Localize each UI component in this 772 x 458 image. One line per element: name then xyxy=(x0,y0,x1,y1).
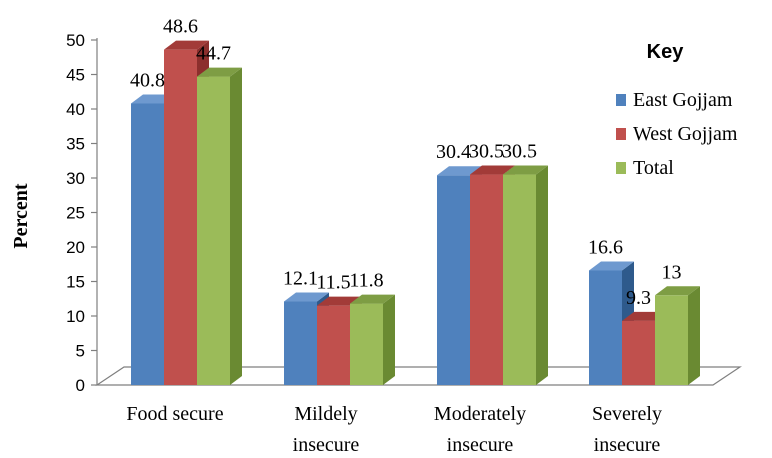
y-tick-label: 45 xyxy=(66,66,85,85)
y-tick-label: 0 xyxy=(76,376,85,395)
y-tick-label: 25 xyxy=(66,204,85,223)
y-tick-label: 5 xyxy=(76,342,85,361)
bar-side xyxy=(230,67,242,385)
bar-top xyxy=(437,166,482,176)
legend-item: West Gojjam xyxy=(616,123,738,145)
x-category-label: Severely insecure xyxy=(592,403,662,456)
y-tick-label: 30 xyxy=(66,169,85,188)
x-axis-categories: Food secure Mildely insecure Moderately inse… xyxy=(126,403,662,456)
data-label: 44.7 xyxy=(196,43,231,65)
bar-top xyxy=(350,294,395,304)
bar-top xyxy=(284,292,329,302)
bar-top xyxy=(164,40,209,50)
x-category-label: Food secure xyxy=(126,403,223,425)
bar xyxy=(197,67,242,385)
x-category-label: Mildely insecure xyxy=(293,403,360,456)
y-tick-label: 20 xyxy=(66,238,85,257)
bar-front xyxy=(503,174,536,385)
data-label: 13 xyxy=(662,261,682,283)
legend-label: West Gojjam xyxy=(633,123,738,145)
bar-top xyxy=(470,165,515,175)
bar-top xyxy=(589,261,634,271)
bar-front xyxy=(164,49,197,385)
y-axis-label: Percent xyxy=(10,183,32,248)
legend-swatch xyxy=(616,128,626,140)
legend: Key East Gojjam West Gojjam Total xyxy=(616,41,738,179)
y-axis: 0 5 10 15 20 25 30 35 40 45 50 xyxy=(66,31,98,395)
bar-front xyxy=(197,76,230,385)
bar-side xyxy=(383,294,395,385)
bar xyxy=(655,286,700,385)
bar-side xyxy=(688,286,700,385)
bar xyxy=(350,294,395,385)
data-label: 30.5 xyxy=(502,141,537,163)
data-label: 30.5 xyxy=(469,141,504,163)
bar-front xyxy=(131,103,164,385)
data-label: 48.6 xyxy=(163,16,198,38)
data-label: 40.8 xyxy=(130,69,165,91)
bar-front xyxy=(317,305,350,385)
legend-swatch xyxy=(616,162,626,174)
data-labels: 40.848.644.712.111.511.830.430.530.516.6… xyxy=(130,16,682,309)
bars xyxy=(131,40,700,385)
legend-label: Total xyxy=(633,157,674,179)
bar-front xyxy=(437,175,470,385)
bar-front xyxy=(470,174,503,385)
data-label: 16.6 xyxy=(588,236,623,258)
bar-side xyxy=(536,165,548,385)
data-label: 12.1 xyxy=(283,268,318,290)
bar-top xyxy=(655,286,700,296)
data-label: 30.4 xyxy=(436,141,471,163)
bar-front xyxy=(589,270,622,385)
bar-front xyxy=(350,303,383,385)
legend-item: East Gojjam xyxy=(616,89,733,111)
legend-item: Total xyxy=(616,157,674,179)
bar-front xyxy=(655,295,688,385)
bar-front xyxy=(284,301,317,385)
data-label: 11.8 xyxy=(349,270,383,292)
y-tick-label: 35 xyxy=(66,135,85,154)
x-category-label: Moderately insecure xyxy=(434,403,526,456)
legend-swatch xyxy=(616,94,626,106)
bar xyxy=(503,165,548,385)
y-tick-label: 10 xyxy=(66,307,85,326)
legend-label: East Gojjam xyxy=(633,89,733,111)
y-tick-label: 40 xyxy=(66,100,85,119)
data-label: 11.5 xyxy=(316,272,350,294)
y-tick-label: 50 xyxy=(66,31,85,50)
y-tick-label: 15 xyxy=(66,273,85,292)
bar-top xyxy=(503,165,548,175)
bar-top xyxy=(197,67,242,77)
bar-front xyxy=(622,320,655,385)
legend-title: Key xyxy=(647,41,685,63)
data-label: 9.3 xyxy=(626,287,651,309)
